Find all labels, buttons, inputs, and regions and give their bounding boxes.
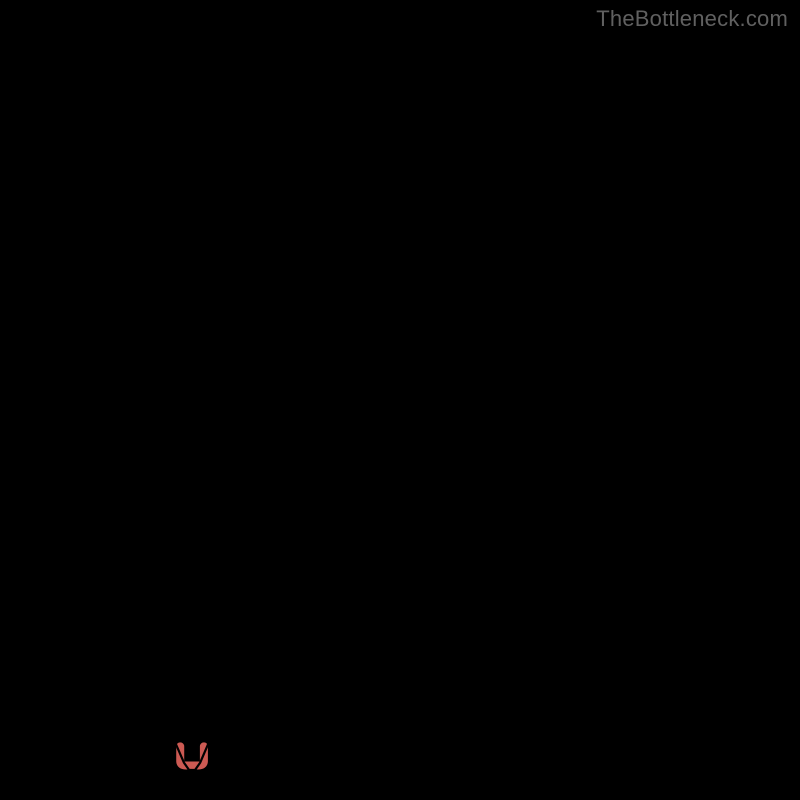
bottleneck-curve [60, 30, 770, 770]
chart-svg-layer [30, 30, 770, 770]
bottleneck-chart [30, 30, 770, 770]
watermark-text: TheBottleneck.com [596, 6, 788, 32]
